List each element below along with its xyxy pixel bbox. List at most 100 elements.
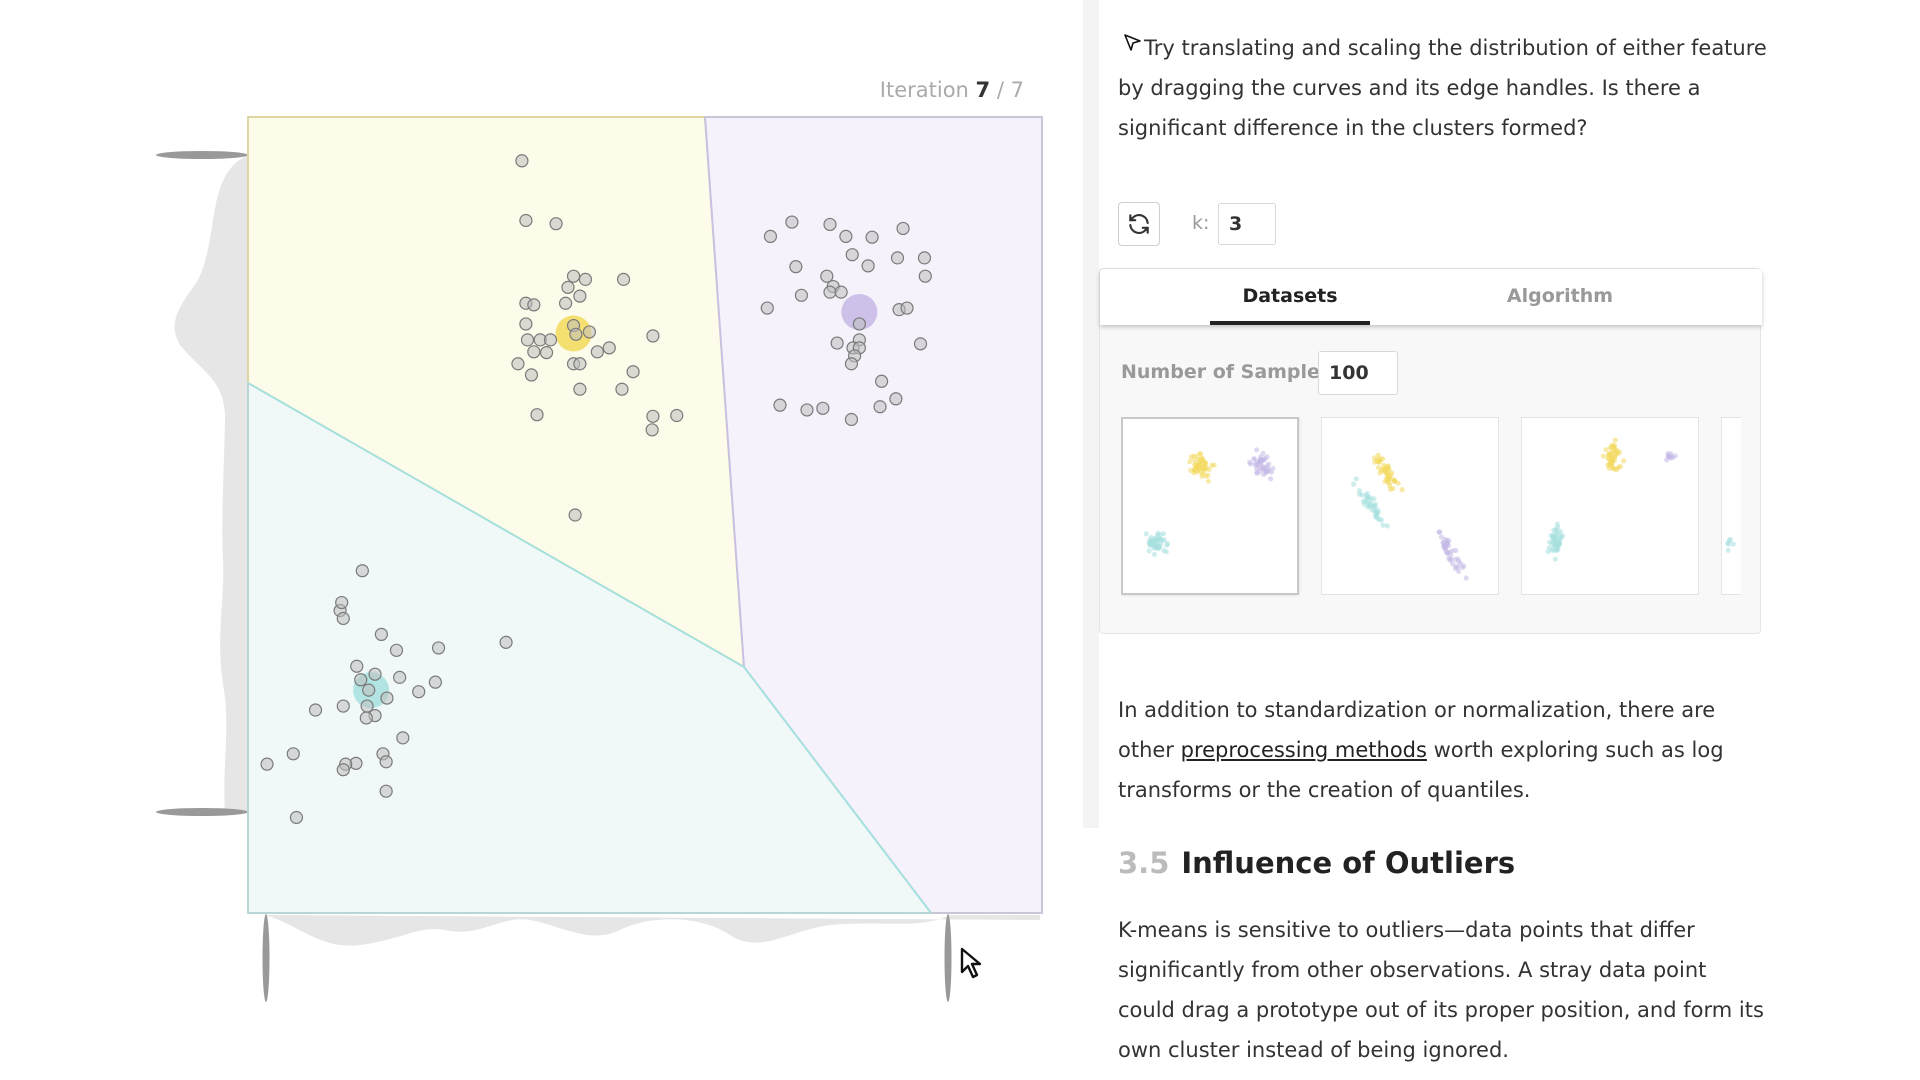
- sidebar-gutter: [1083, 0, 1099, 828]
- thumb-point: [1460, 564, 1466, 571]
- data-point: [515, 154, 529, 168]
- data-point: [913, 337, 928, 351]
- thumb-point: [1558, 533, 1564, 539]
- thumb-point: [1254, 447, 1260, 453]
- thumb-point: [1546, 545, 1552, 551]
- data-point: [566, 269, 581, 283]
- data-point: [379, 784, 393, 798]
- data-point: [374, 627, 388, 642]
- dataset-thumbnails: [1121, 417, 1741, 597]
- data-point: [530, 408, 544, 422]
- data-point: [823, 285, 837, 299]
- dataset-thumb-varied[interactable]: [1521, 417, 1699, 595]
- thumb-point: [1268, 469, 1275, 475]
- thumb-point: [1253, 460, 1259, 467]
- data-point: [289, 810, 304, 825]
- thumb-point: [1612, 437, 1618, 443]
- data-point: [646, 409, 660, 423]
- thumb-point: [1390, 485, 1396, 492]
- data-point: [519, 317, 533, 331]
- data-point: [336, 763, 350, 777]
- data-point: [852, 317, 866, 331]
- data-point: [823, 217, 837, 232]
- thumb-point: [1371, 503, 1377, 509]
- data-point: [670, 408, 684, 423]
- dataset-thumb-three-blobs[interactable]: [1121, 417, 1299, 595]
- tab-datasets[interactable]: Datasets: [1210, 269, 1370, 325]
- x-right-handle[interactable]: [944, 914, 952, 1002]
- thumb-point: [1725, 541, 1731, 547]
- thumb-point: [1253, 469, 1260, 475]
- thumb-point: [1552, 537, 1558, 543]
- thumb-point: [1257, 465, 1263, 471]
- tab-algorithm[interactable]: Algorithm: [1506, 285, 1614, 307]
- data-point: [646, 329, 660, 343]
- data-point: [543, 333, 558, 347]
- data-point: [830, 336, 844, 350]
- data-point: [549, 217, 563, 231]
- thumb-point: [1381, 462, 1387, 468]
- data-point: [889, 392, 903, 406]
- k-input[interactable]: [1218, 203, 1276, 245]
- data-point: [511, 357, 525, 371]
- data-point: [602, 341, 616, 355]
- thumb-point: [1727, 537, 1733, 543]
- samples-input[interactable]: [1318, 351, 1398, 395]
- data-point: [760, 301, 774, 315]
- data-point: [396, 731, 410, 745]
- y-bottom-handle[interactable]: [156, 808, 248, 816]
- x-density-curve[interactable]: [265, 915, 1040, 946]
- thumb-point: [1351, 481, 1357, 487]
- y-density-curve[interactable]: [174, 155, 248, 812]
- data-point: [379, 755, 393, 769]
- data-point: [568, 508, 582, 522]
- thumb-point: [1198, 469, 1204, 475]
- data-point: [789, 260, 803, 274]
- data-point: [519, 213, 533, 228]
- thumb-point: [1399, 487, 1405, 493]
- thumb-point: [1444, 541, 1450, 547]
- data-point: [917, 251, 932, 265]
- thumb-point: [1248, 461, 1254, 467]
- thumb-point: [1384, 523, 1390, 529]
- dataset-thumb-diagonal[interactable]: [1321, 417, 1499, 595]
- dataset-thumb-partial[interactable]: [1721, 417, 1741, 595]
- preprocessing-methods-link[interactable]: preprocessing methods: [1180, 738, 1427, 762]
- thumb-point: [1369, 507, 1375, 513]
- data-point: [431, 641, 446, 655]
- thumb-point: [1205, 478, 1211, 484]
- refresh-icon: [1129, 214, 1149, 234]
- data-point: [875, 374, 889, 388]
- thumb-point: [1157, 532, 1163, 538]
- kmeans-visualization[interactable]: Iteration 7 / 7: [0, 0, 1080, 1080]
- thumb-point: [1608, 444, 1614, 450]
- thumb-point: [1143, 531, 1149, 537]
- data-point: [380, 691, 394, 705]
- data-point: [573, 382, 587, 396]
- data-point: [539, 346, 554, 360]
- y-feature-distribution[interactable]: [156, 151, 248, 816]
- para2-text-before: In addition to standardization or normal…: [1118, 698, 1716, 762]
- thumb-point: [1264, 454, 1270, 460]
- thumb-point: [1606, 451, 1613, 458]
- thumb-point: [1616, 449, 1622, 455]
- thumb-point: [1192, 457, 1198, 464]
- thumb-point: [1205, 472, 1211, 478]
- data-point: [362, 683, 376, 697]
- thumb-point: [1436, 529, 1442, 535]
- centroid-purple: [841, 294, 878, 331]
- thumb-point: [1360, 498, 1366, 505]
- thumb-point: [1252, 456, 1258, 462]
- intro-text: Try translating and scaling the distribu…: [1118, 36, 1767, 140]
- thumb-point: [1373, 513, 1379, 519]
- data-point: [336, 699, 350, 713]
- x-left-handle[interactable]: [262, 914, 270, 1002]
- thumb-point: [1260, 450, 1266, 456]
- x-feature-distribution[interactable]: [262, 914, 1041, 1002]
- thumb-point: [1456, 558, 1462, 564]
- reset-button[interactable]: [1118, 202, 1160, 246]
- data-point: [890, 251, 905, 265]
- thumb-point: [1191, 470, 1197, 476]
- y-top-handle[interactable]: [156, 151, 248, 159]
- thumb-point: [1156, 544, 1162, 550]
